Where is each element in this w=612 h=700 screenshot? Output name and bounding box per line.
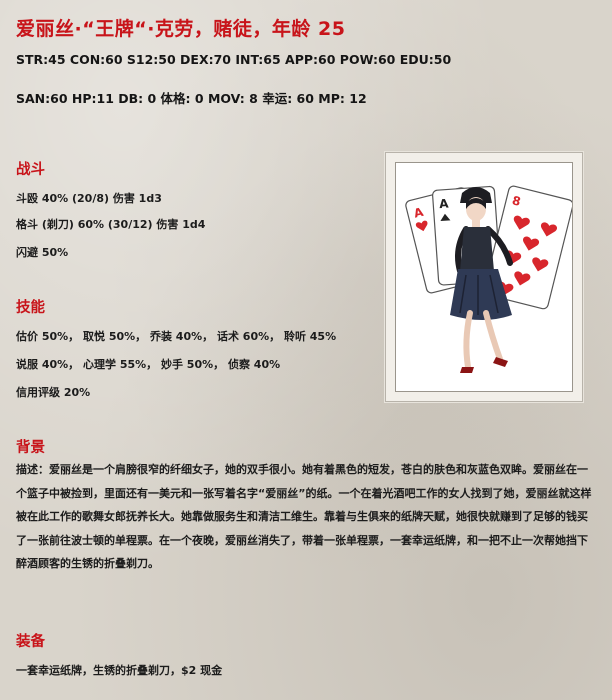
- equipment-text: 一套幸运纸牌，生锈的折叠剃刀，$2 现金: [16, 664, 223, 677]
- skills-heading: 技能: [16, 300, 45, 316]
- background-heading: 背景: [16, 440, 45, 456]
- equipment-heading: 装备: [16, 634, 45, 650]
- combat-line-razor: 格斗 (剃刀) 60% (30/12) 伤害 1d4: [16, 218, 206, 231]
- skills-line-3: 信用评级 20%: [16, 386, 91, 399]
- character-title: 爱丽丝·“王牌“·克劳，赌徒，年龄 25: [16, 18, 346, 40]
- skills-line-1: 估价 50%， 取悦 50%， 乔装 40%， 话术 60%， 聆听 45%: [16, 330, 337, 343]
- card-corner-3: 8: [511, 193, 522, 209]
- combat-line-dodge: 闪避 50%: [16, 246, 69, 259]
- stats-line-2: SAN:60 HP:11 DB: 0 体格: 0 MOV: 8 幸运: 60 M…: [16, 91, 367, 106]
- character-portrait-frame: A A 8: [385, 152, 583, 402]
- background-text: 描述：爱丽丝是一个肩膀很窄的纤细女子，她的双手很小。她有着黑色的短发，苍白的肤色…: [16, 463, 592, 570]
- character-portrait: A A 8: [395, 162, 574, 392]
- combat-heading: 战斗: [16, 162, 45, 178]
- combat-line-brawl: 斗殴 40% (20/8) 伤害 1d3: [16, 192, 162, 205]
- skills-line-2: 说服 40%， 心理学 55%， 妙手 50%， 侦察 40%: [16, 358, 281, 371]
- portrait-illustration: A A 8: [405, 185, 574, 373]
- card-corner-1: A: [412, 205, 425, 221]
- card-corner-2: A: [439, 196, 450, 211]
- gambler-figure: [450, 187, 513, 373]
- stats-line-1: STR:45 CON:60 S12:50 DEX:70 INT:65 APP:6…: [16, 52, 452, 67]
